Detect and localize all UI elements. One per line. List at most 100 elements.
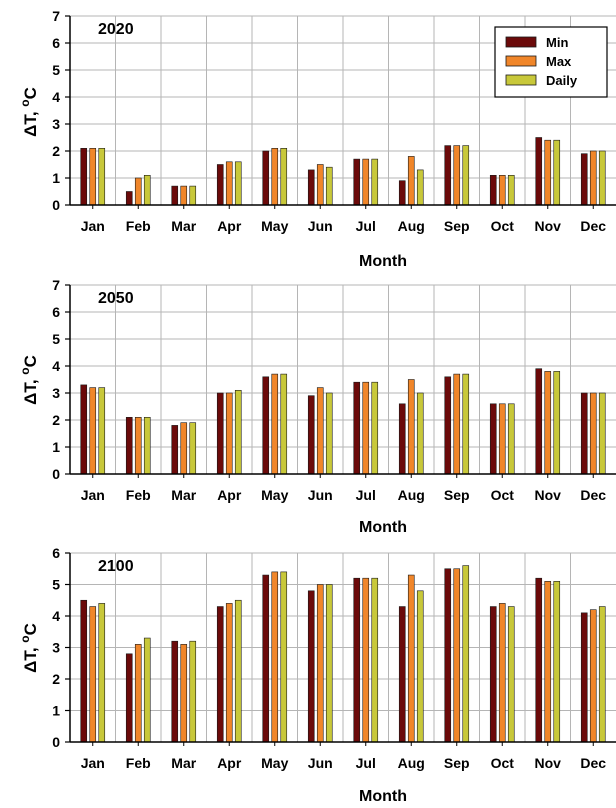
y-tick-label: 5: [52, 577, 60, 593]
x-tick-label: Jan: [81, 487, 105, 503]
bar-min-feb: [125, 416, 133, 475]
x-tick-label: Aug: [398, 218, 425, 234]
bar-min-aug: [398, 403, 406, 475]
x-tick-label: Dec: [580, 487, 606, 503]
y-tick-label: 3: [52, 385, 60, 401]
x-tick-label: Sep: [444, 755, 470, 771]
panel-title: 2020: [98, 21, 134, 38]
bar-min-may: [262, 574, 270, 743]
x-tick-label: Jul: [356, 487, 376, 503]
chart-panel-2050: 0 1 2 3 4 5 6 7 Jan Feb Mar Apr May Jun Jul Aug Sep Oct No…: [18, 277, 616, 536]
bar-daily-jun: [325, 166, 333, 206]
bar-min-sep: [444, 568, 452, 743]
x-tick-label: Apr: [217, 218, 242, 234]
bar-max-dec: [589, 392, 597, 475]
x-tick-label: Sep: [444, 487, 470, 503]
y-tick-label: 4: [52, 358, 60, 374]
bar-daily-feb: [143, 637, 151, 743]
bar-max-jul: [362, 381, 370, 475]
legend-label-max: Max: [546, 54, 572, 69]
bar-min-mar: [171, 640, 179, 743]
y-tick-label: 4: [52, 608, 60, 624]
bar-daily-dec: [598, 150, 606, 206]
x-tick-label: Aug: [398, 755, 425, 771]
legend-label-min: Min: [546, 35, 568, 50]
y-tick-label: 1: [52, 170, 60, 186]
bar-max-may: [271, 373, 279, 475]
bar-max-feb: [134, 644, 142, 743]
bar-daily-dec: [598, 606, 606, 743]
bar-min-jan: [80, 384, 88, 475]
x-tick-label: Feb: [126, 487, 151, 503]
bar-min-jul: [353, 158, 361, 206]
bar-max-sep: [453, 373, 461, 475]
bar-daily-may: [280, 148, 288, 206]
bar-max-jun: [316, 164, 324, 206]
bar-max-sep: [453, 145, 461, 206]
bar-daily-dec: [598, 392, 606, 475]
bar-max-oct: [498, 175, 506, 206]
chart-panel-2100: 0 1 2 3 4 5 6 Jan Feb Mar Apr May Jun Jul Aug Sep Oct Nov…: [18, 545, 616, 805]
bar-daily-mar: [189, 640, 197, 743]
y-tick-label: 6: [52, 35, 60, 51]
bar-daily-feb: [143, 416, 151, 475]
panel-title: 2100: [98, 558, 134, 575]
bar-max-nov: [544, 581, 552, 743]
y-tick-label: 6: [52, 545, 60, 561]
bar-max-jan: [89, 606, 97, 743]
bar-max-jan: [89, 148, 97, 206]
bar-max-nov: [544, 371, 552, 475]
bar-daily-aug: [416, 392, 424, 475]
bar-daily-jan: [98, 387, 106, 475]
bar-max-apr: [225, 161, 233, 206]
x-tick-label: Jun: [308, 755, 333, 771]
x-tick-label: Mar: [171, 487, 196, 503]
x-axis-label: Month: [359, 519, 407, 536]
y-tick-label: 0: [52, 197, 60, 213]
bar-max-oct: [498, 403, 506, 475]
bar-min-nov: [535, 368, 543, 475]
legend: Min Max Daily: [494, 26, 608, 98]
bar-daily-apr: [234, 599, 242, 743]
bar-min-dec: [580, 612, 588, 743]
x-tick-label: Nov: [535, 218, 562, 234]
bar-min-jun: [307, 169, 315, 206]
bar-daily-apr: [234, 389, 242, 475]
bar-max-may: [271, 148, 279, 206]
bar-max-jun: [316, 387, 324, 475]
bar-daily-sep: [462, 565, 470, 743]
bar-daily-jul: [371, 381, 379, 475]
x-axis-label: Month: [359, 253, 407, 270]
x-tick-label: Mar: [171, 218, 196, 234]
bar-daily-sep: [462, 145, 470, 206]
y-tick-label: 3: [52, 640, 60, 656]
bar-min-nov: [535, 577, 543, 743]
legend-swatch-min: [505, 36, 537, 48]
x-tick-label: Dec: [580, 755, 606, 771]
y-tick-label: 3: [52, 116, 60, 132]
bar-min-feb: [125, 653, 133, 743]
bar-daily-mar: [189, 422, 197, 475]
bar-min-jun: [307, 590, 315, 743]
bar-max-may: [271, 571, 279, 743]
bar-daily-jan: [98, 603, 106, 743]
bar-max-apr: [225, 392, 233, 475]
x-tick-label: May: [261, 218, 288, 234]
y-tick-label: 2: [52, 671, 60, 687]
bar-max-jan: [89, 387, 97, 475]
bar-daily-mar: [189, 185, 197, 206]
x-tick-label: Mar: [171, 755, 196, 771]
bar-min-apr: [216, 392, 224, 475]
bar-min-mar: [171, 425, 179, 475]
y-tick-label: 5: [52, 331, 60, 347]
bar-daily-nov: [553, 371, 561, 475]
y-axis-label: ΔT, oC: [18, 355, 40, 405]
x-tick-label: Nov: [535, 487, 562, 503]
bar-daily-oct: [507, 606, 515, 743]
x-tick-label: Jul: [356, 218, 376, 234]
bar-daily-feb: [143, 175, 151, 206]
x-tick-label: Jun: [308, 487, 333, 503]
bar-min-jul: [353, 577, 361, 743]
bar-min-oct: [489, 175, 497, 206]
bar-daily-apr: [234, 161, 242, 206]
